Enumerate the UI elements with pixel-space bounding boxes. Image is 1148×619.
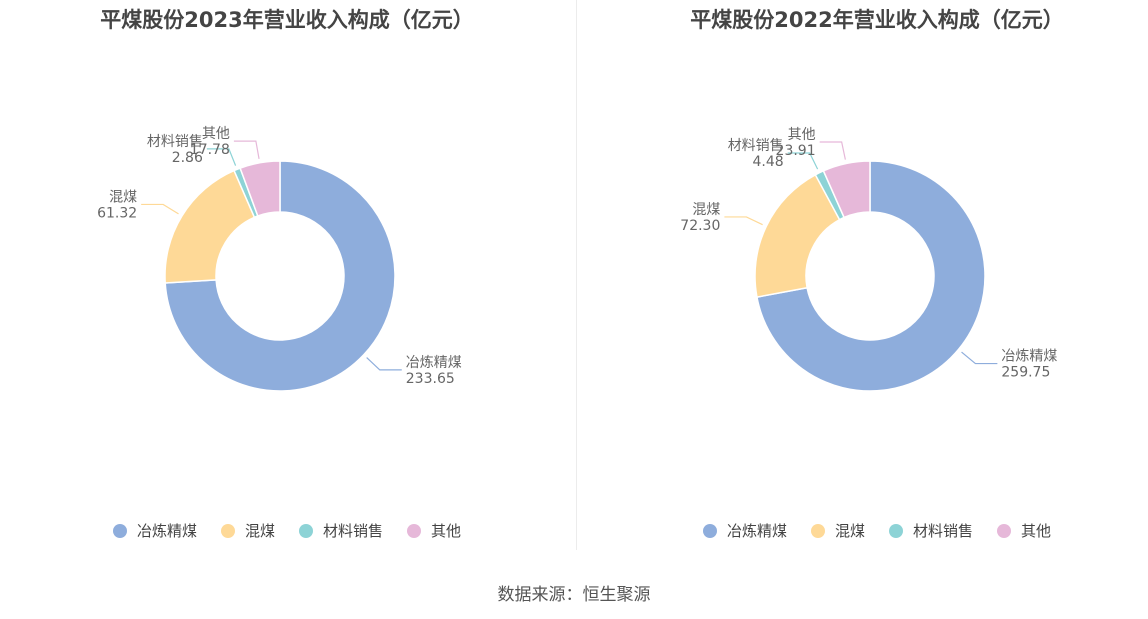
leader-line-3	[233, 140, 260, 159]
leader-line-2	[787, 152, 819, 170]
legend-item-other[interactable]: 其他	[407, 520, 461, 541]
slice-label-3: 其他	[788, 127, 816, 143]
slice-value-3: 17.78	[190, 142, 230, 158]
leader-line-0	[366, 357, 402, 371]
panel-divider	[576, 0, 577, 550]
legend-label: 混煤	[834, 522, 865, 540]
slice-value-2: 4.48	[753, 154, 784, 170]
legend-item-mixed-coal[interactable]: 混煤	[220, 520, 275, 541]
chart-title: 平煤股份2023年营业收入构成（亿元）	[100, 8, 474, 32]
slice-label-3: 其他	[202, 126, 230, 142]
legend-dot	[889, 523, 903, 538]
slice-value-0: 259.75	[1001, 365, 1050, 381]
slice-value-1: 61.32	[97, 205, 137, 221]
leader-line-2	[206, 148, 237, 166]
legend-label: 其他	[1021, 522, 1052, 540]
legend-label: 其他	[431, 522, 462, 540]
legend-item-metallurgical-coal[interactable]: 冶炼精煤	[702, 520, 787, 541]
slice-value-1: 72.30	[680, 218, 720, 234]
legend-dot	[112, 523, 127, 538]
legend-dot	[220, 523, 235, 538]
slice-value-3: 23.91	[776, 143, 816, 159]
slice-label-2: 材料销售	[728, 138, 784, 154]
legend-label: 材料销售	[913, 522, 974, 540]
chart-title: 平煤股份2022年营业收入构成（亿元）	[690, 8, 1064, 32]
legend-dot	[702, 523, 717, 538]
slice-value-0: 233.65	[406, 371, 455, 387]
donut-slice-0[interactable]	[164, 160, 396, 392]
slice-label-1: 混煤	[692, 202, 720, 218]
legend-dot	[407, 523, 422, 538]
donut-slice-0[interactable]	[756, 160, 986, 392]
legend: 冶炼精煤 混煤 材料销售 其他	[0, 520, 574, 541]
leader-line-3	[819, 141, 846, 160]
legend-label: 混煤	[244, 522, 275, 540]
legend-item-other[interactable]: 其他	[997, 520, 1051, 541]
legend-label: 材料销售	[323, 522, 384, 540]
donut-slice-3[interactable]	[239, 160, 281, 217]
legend-item-material-sales[interactable]: 材料销售	[889, 520, 973, 541]
donut-slice-3[interactable]	[822, 160, 871, 219]
legend-dot	[299, 523, 313, 538]
legend-item-material-sales[interactable]: 材料销售	[299, 520, 383, 541]
data-source: 数据来源：恒生聚源	[497, 585, 651, 605]
slice-value-2: 2.86	[172, 150, 203, 166]
leader-line-0	[961, 351, 998, 365]
slice-label-0: 冶炼精煤	[406, 355, 462, 371]
legend-label: 冶炼精煤	[136, 522, 197, 540]
legend-item-metallurgical-coal[interactable]: 冶炼精煤	[112, 520, 197, 541]
slice-label-0: 冶炼精煤	[1001, 349, 1057, 365]
chart-panel-2022: 平煤股份2022年营业收入构成（亿元） 冶炼精煤 259.75 混煤 72.30 材料销…	[590, 0, 1148, 560]
slice-label-1: 混煤	[109, 189, 137, 205]
slice-label-2: 材料销售	[147, 134, 203, 150]
legend-label: 冶炼精煤	[726, 522, 787, 540]
legend: 冶炼精煤 混煤 材料销售 其他	[590, 520, 1148, 541]
chart-panel-2023: 平煤股份2023年营业收入构成（亿元） 冶炼精煤 233.65 混煤 61.32 材料销…	[0, 0, 574, 560]
legend-dot	[997, 523, 1012, 538]
legend-dot	[810, 523, 825, 538]
leader-line-1	[141, 203, 179, 215]
legend-item-mixed-coal[interactable]: 混煤	[810, 520, 865, 541]
leader-line-1	[724, 216, 763, 226]
